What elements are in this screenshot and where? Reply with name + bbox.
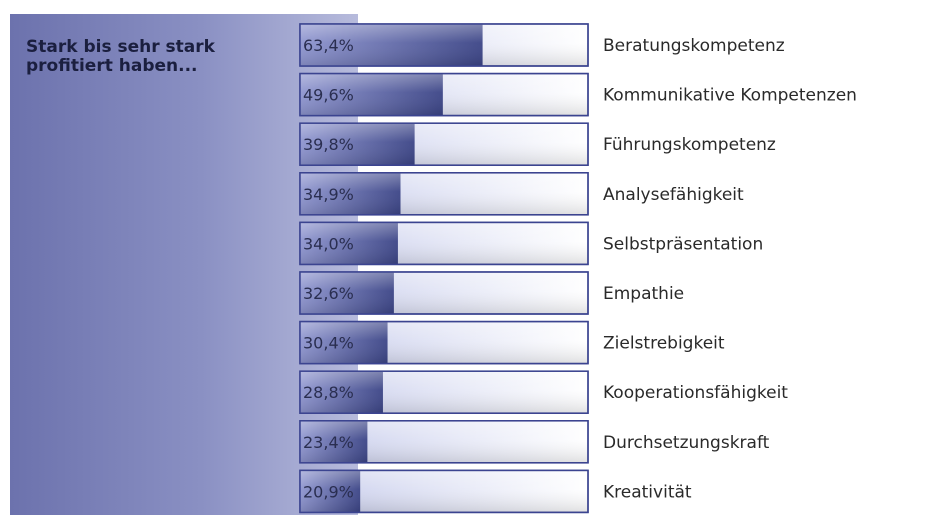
bar-shine [299,420,589,464]
category-label: Durchsetzungskraft [603,433,770,453]
category-label: Kommunikative Kompetenzen [603,86,857,106]
bar-row: 49,6% Kommunikative Kompetenzen [299,72,857,117]
data-label: 49,6% [303,86,354,105]
bar-shine [299,23,589,67]
data-label: 39,8% [303,135,354,154]
bars-group: 63,4% Beratungskompetenz 49,6% Kommunikativ… [299,23,857,514]
bar-row: 20,9% Kreativität [299,469,692,514]
chart-title: Stark bis sehr stark profitiert haben... [26,37,215,76]
category-label: Kreativität [603,482,692,502]
bar-row: 34,0% Selbstpräsentation [299,221,763,266]
data-label: 32,6% [303,284,354,303]
bar-shine [299,221,589,266]
bar-row: 32,6% Empathie [299,271,684,315]
bar-shine [299,370,589,414]
bar-row: 34,9% Analysefähigkeit [299,172,744,216]
category-label: Kooperationsfähigkeit [603,383,788,403]
bar-shine [299,469,589,514]
category-label: Beratungskompetenz [603,36,785,56]
category-label: Zielstrebigkeit [603,334,725,354]
data-label: 23,4% [303,433,354,452]
data-label: 34,9% [303,185,354,204]
bar-shine [299,172,589,216]
category-label: Selbstpräsentation [603,234,763,254]
bar-shine [299,72,589,117]
bar-row: 63,4% Beratungskompetenz [299,23,785,67]
bar-shine [299,271,589,315]
data-label: 28,8% [303,383,354,402]
bar-row: 28,8% Kooperationsfähigkeit [299,370,788,414]
bar-shine [299,122,589,166]
data-label: 34,0% [303,234,354,253]
category-label: Führungskompetenz [603,135,776,155]
data-label: 20,9% [303,482,354,501]
bar-shine [299,320,589,365]
bar-row: 23,4% Durchsetzungskraft [299,420,770,464]
category-label: Empathie [603,284,684,304]
category-label: Analysefähigkeit [603,185,744,205]
bar-row: 30,4% Zielstrebigkeit [299,320,725,365]
data-label: 63,4% [303,36,354,55]
data-label: 30,4% [303,334,354,353]
bar-row: 39,8% Führungskompetenz [299,122,776,166]
